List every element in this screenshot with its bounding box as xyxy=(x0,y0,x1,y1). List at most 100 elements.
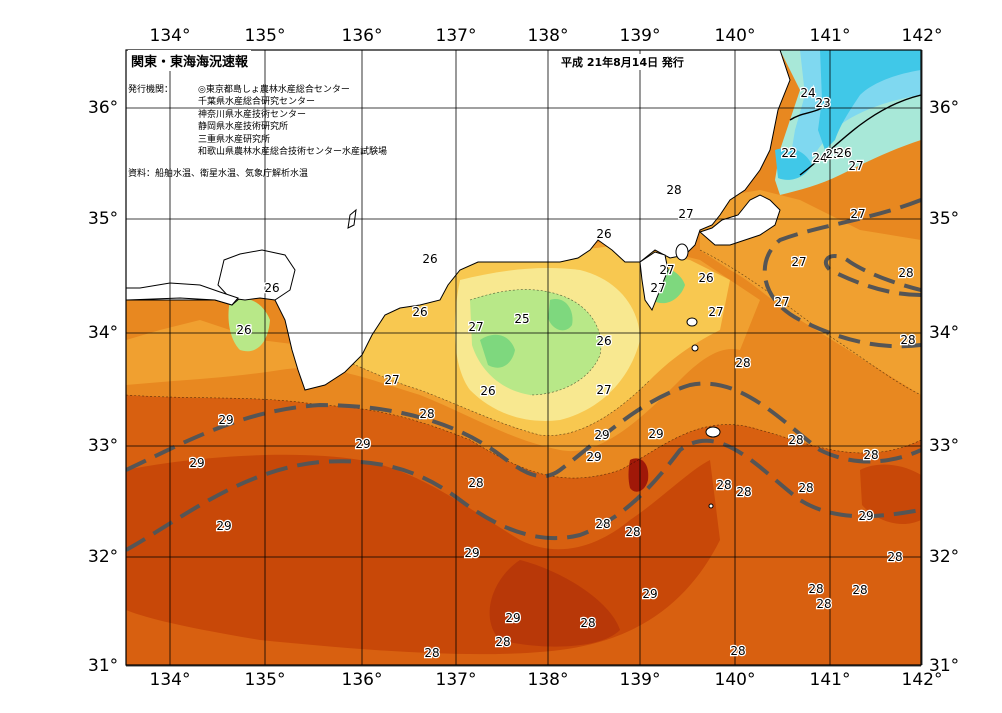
isotherm-label: 29 xyxy=(464,546,479,560)
longitude-label-top: 138° xyxy=(527,26,569,46)
latitude-label-right: 36° xyxy=(929,98,960,118)
map-title: 関東・東海海況速報 xyxy=(128,50,252,71)
isotherm-label: 26 xyxy=(836,146,851,160)
longitude-label-top: 134° xyxy=(149,26,191,46)
longitude-label-top: 142° xyxy=(901,26,943,46)
isotherm-label: 28 xyxy=(625,525,640,539)
longitude-label-bottom: 136° xyxy=(341,670,383,690)
issuer-name: 和歌山県農林水産総合技術センター水産試験場 xyxy=(198,147,388,158)
longitude-label-bottom: 135° xyxy=(244,670,286,690)
isotherm-label: 29 xyxy=(586,450,601,464)
isotherm-label: 28 xyxy=(735,356,750,370)
isotherm-label: 29 xyxy=(216,519,231,533)
isotherm-label: 29 xyxy=(594,428,609,442)
latitude-label-right: 35° xyxy=(929,209,960,229)
latitude-label-right: 33° xyxy=(929,436,960,456)
isotherm-label: 28 xyxy=(468,476,483,490)
isotherm-label: 25 xyxy=(514,312,529,326)
longitude-label-top: 139° xyxy=(619,26,661,46)
issuer-name: 千葉県水産総合研究センター xyxy=(198,97,316,108)
longitude-label-bottom: 140° xyxy=(714,670,756,690)
isotherm-label: 28 xyxy=(595,517,610,531)
isotherm-label: 27 xyxy=(678,207,693,221)
longitude-label-bottom: 134° xyxy=(149,670,191,690)
isotherm-label: 27 xyxy=(850,207,865,221)
isotherm-label: 26 xyxy=(480,384,495,398)
isotherm-label: 28 xyxy=(863,448,878,462)
isotherm-label: 29 xyxy=(858,509,873,523)
isotherm-label: 28 xyxy=(495,635,510,649)
latitude-label-right: 32° xyxy=(929,547,960,567)
isotherm-label: 24 xyxy=(812,151,827,165)
issuers-label: 発行機関： xyxy=(128,85,174,95)
latitude-label-left: 32° xyxy=(88,547,119,567)
sea-zone-26-kii xyxy=(228,298,270,352)
issuer-name: 静岡県水産技術研究所 xyxy=(198,122,289,133)
isotherm-label: 27 xyxy=(791,255,806,269)
longitude-label-bottom: 141° xyxy=(809,670,851,690)
issuer-name: 三重県水産研究所 xyxy=(198,134,271,145)
longitude-label-top: 135° xyxy=(244,26,286,46)
sea-zone-22-eddy xyxy=(775,148,812,180)
data-sources: 資料：船舶水温、衛星水温、気象庁解析水温 xyxy=(128,169,309,179)
isotherm-label: 27 xyxy=(596,383,611,397)
isotherm-label: 28 xyxy=(419,407,434,421)
isotherm-label: 29 xyxy=(218,413,233,427)
longitude-label-top: 140° xyxy=(714,26,756,46)
isotherm-label: 23 xyxy=(815,96,830,110)
isotherm-label: 28 xyxy=(798,481,813,495)
longitude-label-bottom: 142° xyxy=(901,670,943,690)
sea-zone-29-eddy xyxy=(860,464,921,525)
kuroshio-axis xyxy=(126,198,921,552)
latitude-label-left: 31° xyxy=(88,656,119,676)
isotherm-label: 29 xyxy=(642,587,657,601)
isotherm-label: 28 xyxy=(816,597,831,611)
isotherm-label: 26 xyxy=(596,227,611,241)
issuer-name: 神奈川県水産技術センター xyxy=(198,109,307,120)
latitude-label-right: 31° xyxy=(929,656,960,676)
sea-zone-27-east xyxy=(700,190,921,395)
land xyxy=(125,49,791,509)
isotherm-label: 27 xyxy=(708,305,723,319)
isotherm-label: 26 xyxy=(412,305,427,319)
graticule xyxy=(126,50,923,667)
latitude-label-left: 36° xyxy=(88,98,119,118)
sea-zone-22 xyxy=(818,50,921,150)
issuer-name: ◎東京都島しょ農林水産総合センター xyxy=(198,85,350,95)
isotherm-label: 29 xyxy=(189,456,204,470)
issue-date: 平成 21年8月14日 発行 xyxy=(558,54,687,70)
latitude-label-left: 34° xyxy=(88,323,119,343)
isotherm-label: 27 xyxy=(384,373,399,387)
issuer-list: ◎東京都島しょ農林水産総合センター 千葉県水産総合研究センター 神奈川県水産技術セン… xyxy=(198,84,387,158)
isotherm-label: 27 xyxy=(848,159,863,173)
isotherm-label: 27 xyxy=(774,295,789,309)
isotherm-label: 27 xyxy=(650,281,665,295)
sea-zone-30 xyxy=(628,458,649,492)
latitude-label-left: 33° xyxy=(88,436,119,456)
isotherm-label: 28 xyxy=(580,616,595,630)
isotherm-label: 24 xyxy=(800,86,815,100)
longitude-label-top: 136° xyxy=(341,26,383,46)
isotherm-label: 28 xyxy=(666,183,681,197)
isotherm-label: 27 xyxy=(659,263,674,277)
isotherm-label: 28 xyxy=(424,646,439,660)
longitude-label-bottom: 137° xyxy=(435,670,477,690)
isotherm-label: 28 xyxy=(852,583,867,597)
isotherm-label: 26 xyxy=(236,323,251,337)
longitude-label-bottom: 139° xyxy=(619,670,661,690)
isotherm-label: 27 xyxy=(468,320,483,334)
sea-zone-25b xyxy=(548,299,573,331)
isotherm-label: 28 xyxy=(788,433,803,447)
map-frame xyxy=(125,49,922,666)
longitude-label-top: 141° xyxy=(809,26,851,46)
latitude-label-left: 35° xyxy=(88,209,119,229)
isotherm-label: 28 xyxy=(898,266,913,280)
isotherm-label: 29 xyxy=(355,437,370,451)
sea-zone-25a xyxy=(480,334,515,368)
isotherm-label: 28 xyxy=(730,644,745,658)
isotherm-label: 28 xyxy=(887,550,902,564)
isotherm-label: 25 xyxy=(825,147,840,161)
